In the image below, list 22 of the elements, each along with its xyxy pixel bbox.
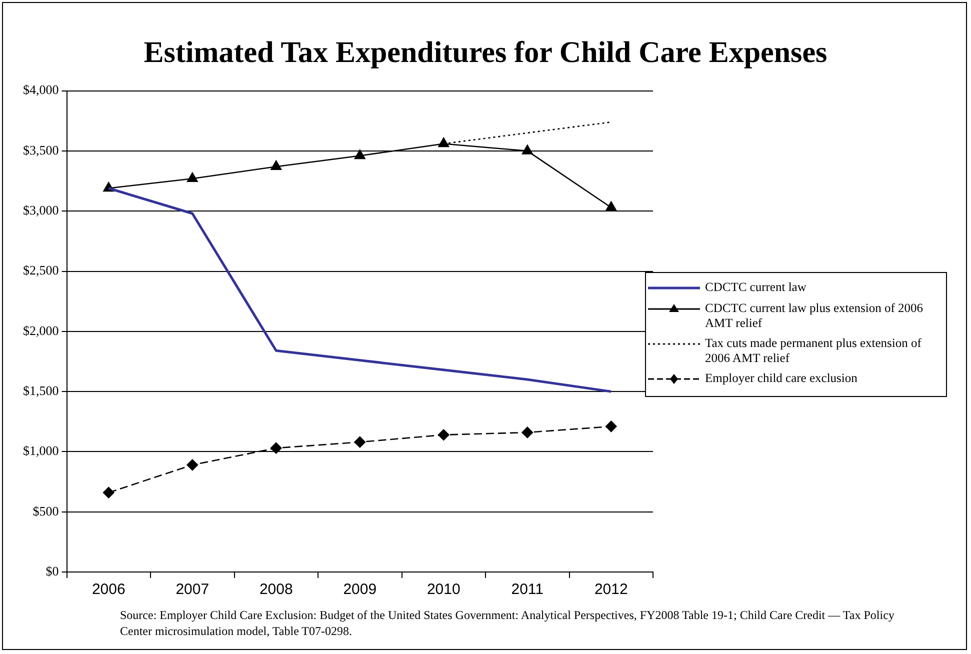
y-tick-label: $3,500 (23, 142, 59, 158)
x-tick-label: 2007 (176, 581, 210, 598)
y-tick-label: $3,000 (23, 202, 59, 218)
legend-label: Tax cuts made permanent plus extension of 2006 AMT relief (705, 336, 922, 366)
x-tick-label: 2006 (92, 581, 126, 598)
y-tick-label: $500 (32, 503, 59, 518)
y-tick-label: $2,000 (23, 322, 59, 338)
y-tick-label: $1,500 (23, 382, 59, 398)
x-tick-label: 2009 (343, 581, 377, 598)
x-tick-label: 2010 (426, 581, 460, 598)
x-tick-label: 2012 (594, 581, 628, 598)
x-tick-label: 2008 (259, 581, 293, 598)
legend-label: CDCTC current law (705, 280, 806, 295)
y-tick-label: $0 (46, 563, 59, 578)
legend-label: Employer child care exclusion (705, 371, 858, 386)
y-tick-label: $1,000 (23, 443, 59, 458)
y-tick-label: $4,000 (23, 82, 59, 98)
chart-title: Estimated Tax Expenditures for Child Care Expenses (142, 36, 828, 70)
y-tick-label: $2,500 (23, 262, 59, 278)
source-note: Source: Employer Child Care Exclusion: Budget of the United States Government: Analytical Perspectives, FY2008 Table 19-1; Child Care Credit — Tax Policy Center microsimulation model, Table T07-0298. (120, 607, 896, 639)
legend-label: CDCTC current law plus extension of 2006 AMT relief (705, 301, 924, 331)
x-tick-label: 2011 (511, 581, 544, 598)
